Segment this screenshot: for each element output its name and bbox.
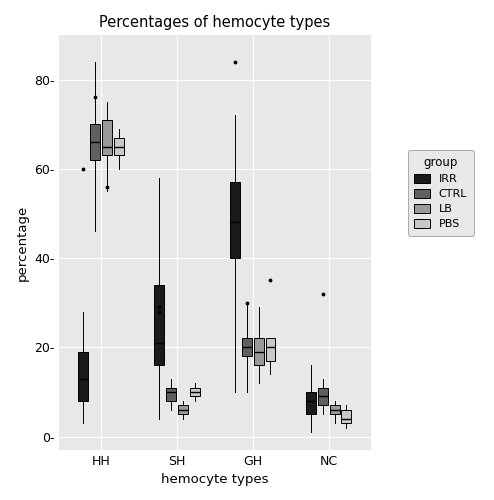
Title: Percentages of hemocyte types: Percentages of hemocyte types	[99, 14, 330, 30]
PathPatch shape	[254, 338, 264, 365]
PathPatch shape	[318, 388, 328, 406]
X-axis label: hemocyte types: hemocyte types	[161, 474, 269, 486]
PathPatch shape	[306, 392, 316, 414]
Y-axis label: percentage: percentage	[15, 204, 28, 281]
PathPatch shape	[242, 338, 252, 356]
PathPatch shape	[190, 388, 200, 396]
PathPatch shape	[329, 406, 339, 414]
PathPatch shape	[166, 388, 176, 401]
PathPatch shape	[341, 410, 351, 423]
PathPatch shape	[102, 120, 112, 156]
PathPatch shape	[178, 406, 188, 414]
PathPatch shape	[230, 182, 240, 258]
PathPatch shape	[79, 352, 88, 401]
PathPatch shape	[90, 124, 100, 160]
Legend: IRR, CTRL, LB, PBS: IRR, CTRL, LB, PBS	[408, 150, 474, 236]
PathPatch shape	[154, 285, 164, 365]
PathPatch shape	[266, 338, 276, 361]
PathPatch shape	[114, 138, 124, 156]
